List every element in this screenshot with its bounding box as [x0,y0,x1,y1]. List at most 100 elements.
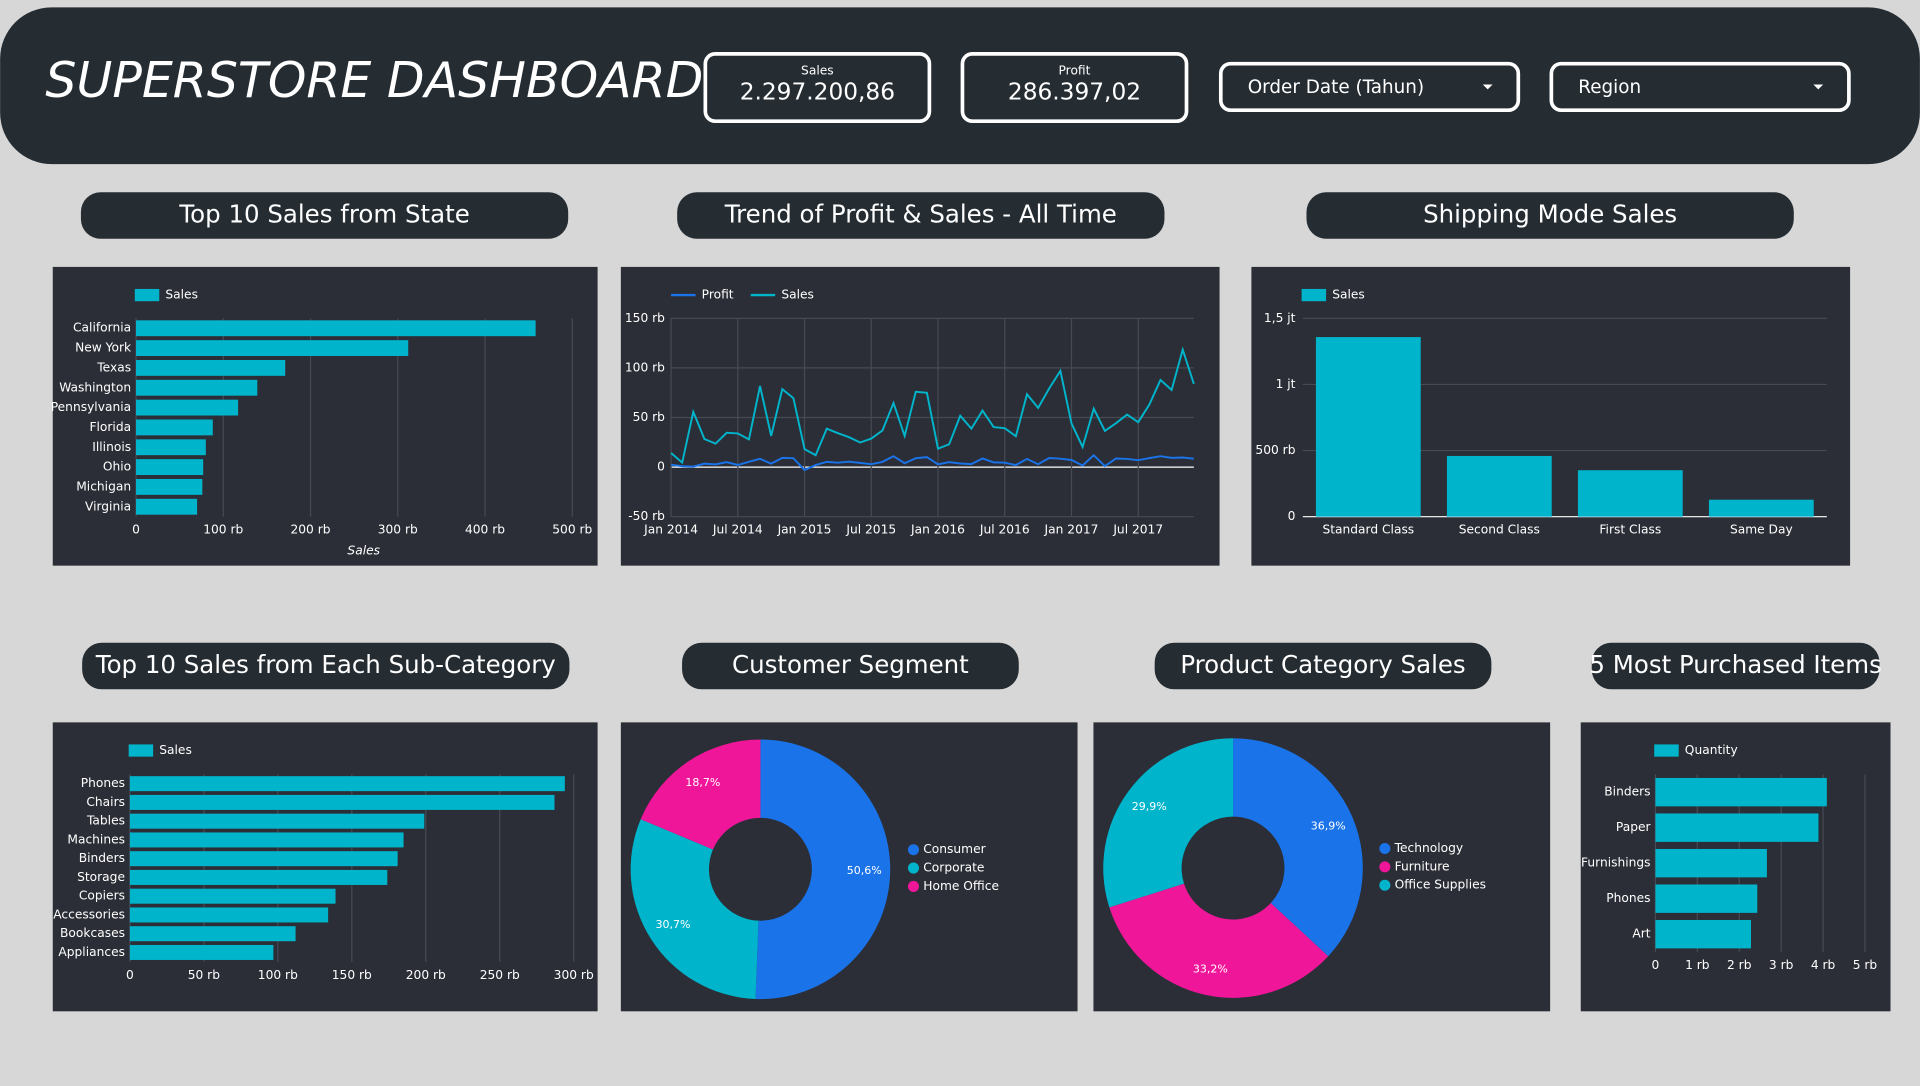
y-tick-label: 1,5 jt [1264,311,1296,325]
bar [1577,470,1683,517]
legend-swatch [907,862,919,874]
donut-slice [640,739,761,850]
x-tick-label: 300 rb [378,523,418,537]
bar [129,888,336,904]
bar [1655,919,1751,949]
filter-dropdown[interactable]: Region [1549,61,1851,113]
legend-swatch [907,880,919,892]
donut-slice [1103,738,1234,908]
x-tick-label: Same Day [1730,523,1793,537]
dropdown-label[interactable]: Region [1578,77,1641,98]
panel-title: Top 10 Sales from Each Sub-Category [95,650,556,679]
y-tick-label: Machines [67,832,125,846]
y-tick-label: Phones [81,776,125,790]
x-tick-label: Jan 2016 [910,523,965,537]
x-tick-label: 3 rb [1769,958,1794,972]
panel-title: 5 Most Purchased Items [1589,650,1881,679]
x-tick-label: 300 rb [554,968,594,982]
bar [136,478,203,495]
legend-label: Profit [702,288,734,302]
bar [136,459,204,476]
bar [136,379,258,396]
legend-swatch [128,744,154,757]
panel-title-pill [1306,192,1794,239]
y-tick-label: Accessories [53,907,125,921]
y-tick-label: Chairs [86,795,125,809]
x-axis-label: Sales [347,543,380,557]
x-tick-label: 2 rb [1727,958,1752,972]
y-tick-label: Binders [1604,785,1650,799]
y-tick-label: Washington [59,380,131,394]
slice-label: 29,9% [1132,800,1167,813]
x-tick-label: Jan 2014 [643,523,698,537]
legend-label: Sales [781,288,814,302]
y-tick-label: 0 [1288,509,1296,523]
dropdown-box[interactable] [1549,61,1851,113]
x-tick-label: 100 rb [203,523,243,537]
y-tick-label: Art [1632,927,1650,941]
legend-label: Sales [159,743,192,757]
x-tick-label: First Class [1599,523,1661,537]
x-tick-label: 100 rb [258,968,298,982]
kpi-value: 286.397,02 [1008,79,1141,106]
y-tick-label: Texas [96,360,131,374]
panel-title-pill [1154,642,1492,690]
slice-label: 18,7% [685,776,720,789]
legend-label: Office Supplies [1395,878,1486,892]
bar [136,439,206,456]
x-tick-label: 4 rb [1811,958,1836,972]
bar [136,359,286,376]
dropdown-caret[interactable] [1813,84,1824,90]
x-tick-label: 5 rb [1853,958,1878,972]
legend-swatch [1379,879,1391,891]
filter-dropdown[interactable]: Order Date (Tahun) [1218,61,1521,113]
y-tick-label: Phones [1606,891,1650,905]
x-tick-label: 400 rb [465,523,505,537]
x-tick-label: Jan 2017 [1044,523,1099,537]
legend-label: Corporate [923,861,984,875]
y-tick-label: Tables [86,814,125,828]
y-tick-label: California [73,321,131,335]
kpi-value: 2.297.200,86 [740,79,895,106]
legend-label: Furniture [1395,859,1450,873]
bar [136,340,409,357]
panel-title: Shipping Mode Sales [1423,199,1677,228]
x-tick-label: 250 rb [480,968,520,982]
bar [129,907,329,923]
panel-title-pill [1591,642,1880,690]
x-tick-label: 500 rb [552,523,592,537]
header-bar [0,7,1920,165]
y-tick-label: Copiers [79,889,125,903]
bar [129,926,296,942]
legend-label: Quantity [1685,743,1738,757]
y-tick-label: Paper [1616,820,1652,834]
legend-label: Sales [165,288,198,302]
y-tick-label: Ohio [103,460,131,474]
panel-title-pill [80,192,569,239]
chart-panel [52,266,598,566]
bar [136,419,213,436]
dropdown-caret[interactable] [1482,84,1493,90]
panel-title-pill [682,642,1019,690]
dropdown-box[interactable] [1218,61,1521,113]
kpi-label: Profit [1059,64,1091,78]
x-tick-label: 150 rb [332,968,372,982]
y-tick-label: Furnishings [1581,856,1651,870]
kpi-card [703,52,932,124]
kpi-label: Sales [801,64,834,78]
legend-label: Sales [1332,288,1365,302]
x-tick-label: 1 rb [1685,958,1710,972]
y-tick-label: Storage [77,870,125,884]
x-tick-label: 0 [132,523,140,537]
panel-title-pill [677,192,1165,239]
legend-swatch [1654,744,1679,757]
dashboard-title: SUPERSTORE DASHBOARD [45,52,703,109]
bar [129,832,404,848]
dropdown-label[interactable]: Order Date (Tahun) [1248,77,1424,98]
bar [136,498,198,515]
bar [1446,455,1552,517]
x-tick-label: Jan 2015 [777,523,832,537]
bar [1655,813,1819,842]
bar [129,813,425,829]
